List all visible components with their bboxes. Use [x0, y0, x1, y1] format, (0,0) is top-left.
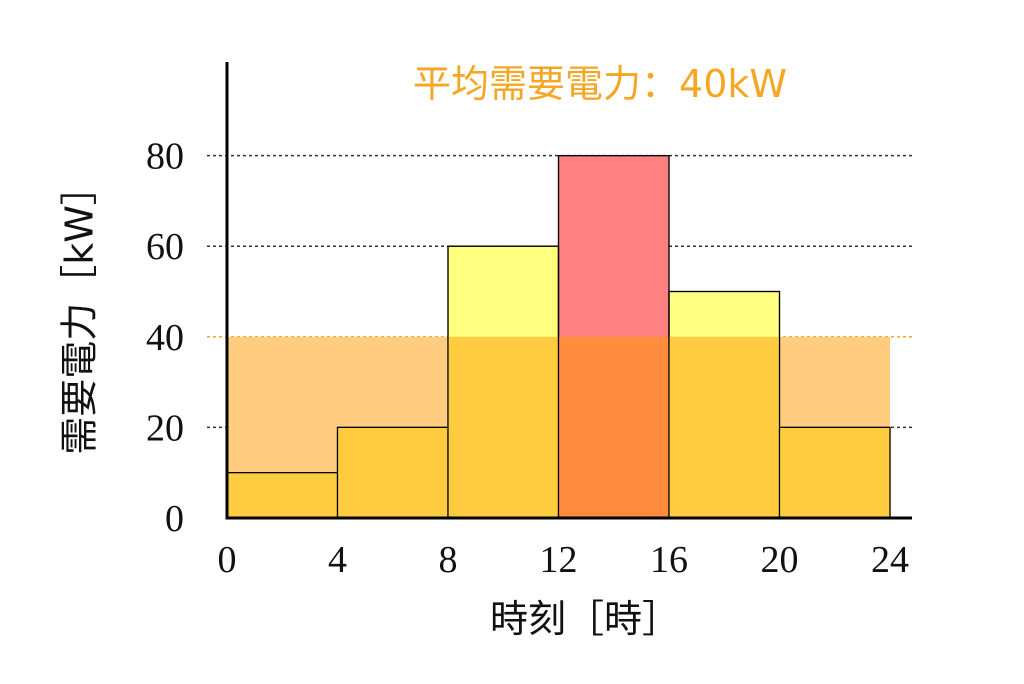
x-tick-label-12: 12	[540, 539, 578, 581]
bar-overlap-20-24	[780, 427, 890, 518]
y-axis-title: 需要電力［kW］	[58, 167, 102, 455]
y-tick-label-20: 20	[146, 407, 184, 449]
average-annotation: 平均需要電力：40kW	[413, 62, 787, 106]
x-tick-label-8: 8	[439, 539, 458, 581]
x-tick-label-16: 16	[650, 539, 688, 581]
x-tick-label-0: 0	[218, 539, 237, 581]
bar-overlap-4-8	[338, 427, 448, 518]
bar-overlap-8-12	[448, 336, 558, 518]
overlap-layer	[226, 155, 891, 519]
y-tick-label-80: 80	[146, 136, 184, 178]
y-tick-label-0: 0	[165, 498, 184, 540]
x-tick-label-4: 4	[328, 539, 347, 581]
bar-overlap-0-4	[227, 472, 337, 518]
bar-overlap-16-20	[669, 336, 779, 518]
axes-layer	[225, 62, 912, 520]
y-tick-label-60: 60	[146, 226, 184, 268]
y-tick-label-40: 40	[146, 317, 184, 359]
x-tick-label-20: 20	[761, 539, 799, 581]
bar-overlap-12-16	[559, 336, 669, 518]
x-axis-title: 時刻［時］	[490, 597, 680, 641]
x-tick-label-24: 24	[871, 539, 909, 581]
labels-layer: 0 20 40 60 80 0 4 8 12 16 20 24	[146, 136, 909, 581]
